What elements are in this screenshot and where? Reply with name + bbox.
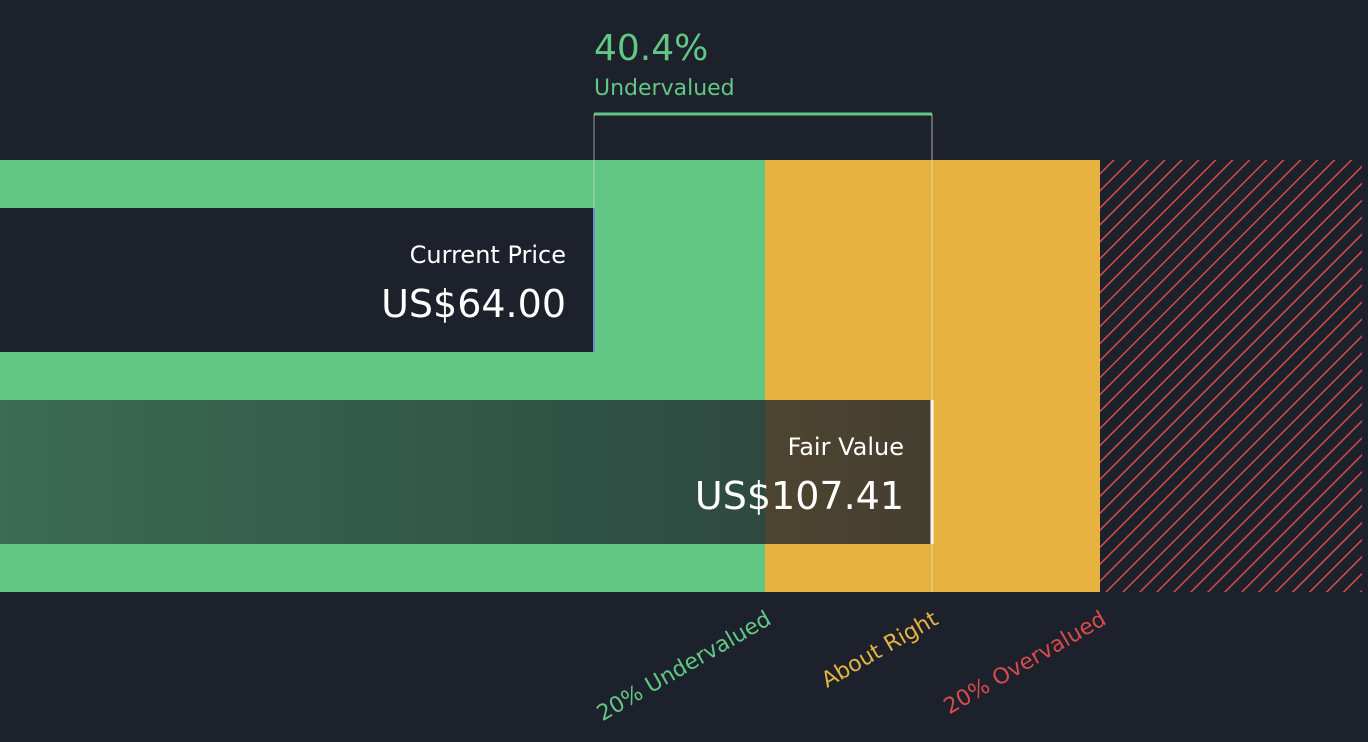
fair-value-value: US$107.41 bbox=[695, 474, 904, 518]
current-price-label: Current Price bbox=[410, 241, 566, 269]
fair-value-label: Fair Value bbox=[788, 433, 904, 461]
fair-value-box bbox=[0, 400, 932, 544]
current-price-box bbox=[0, 208, 594, 352]
overvalued-zone bbox=[1100, 160, 1362, 592]
discount-label: Undervalued bbox=[594, 76, 735, 101]
discount-value: 40.4% bbox=[594, 28, 708, 69]
current-price-value: US$64.00 bbox=[381, 282, 566, 326]
